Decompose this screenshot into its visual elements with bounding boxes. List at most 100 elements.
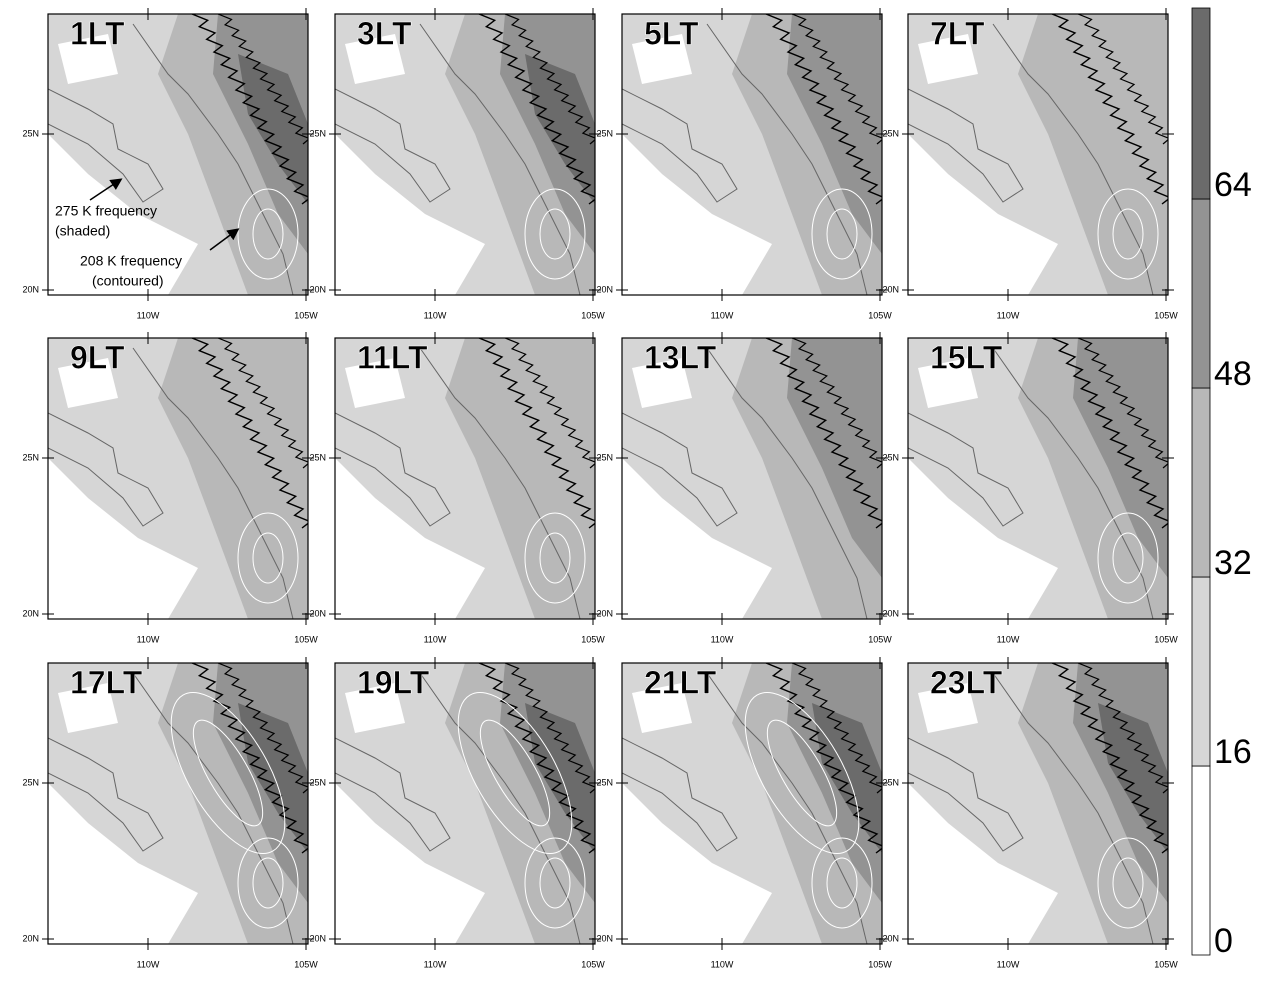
colorbar-bin bbox=[1191, 576, 1211, 767]
cold-contour bbox=[479, 719, 551, 827]
coastline bbox=[992, 347, 1154, 619]
shade-mid bbox=[158, 338, 308, 619]
coastline bbox=[622, 88, 738, 203]
panel-label: 17LT bbox=[70, 664, 143, 700]
lat-label: 20N bbox=[309, 284, 326, 294]
panel-frame bbox=[334, 13, 596, 296]
cold-contour bbox=[811, 188, 873, 280]
shade-low bbox=[632, 34, 692, 84]
cold-contour bbox=[826, 857, 858, 909]
shade-mid bbox=[445, 338, 595, 619]
map-field bbox=[622, 14, 882, 295]
lat-label: 25N bbox=[596, 452, 613, 462]
lat-label: 20N bbox=[309, 933, 326, 943]
shade-low bbox=[918, 34, 978, 84]
map-field bbox=[48, 663, 308, 944]
coastline bbox=[419, 347, 581, 619]
lon-label: 105W bbox=[581, 310, 605, 320]
shade-low bbox=[908, 458, 1058, 619]
lat-label: 20N bbox=[22, 933, 39, 943]
panel-frame bbox=[621, 337, 883, 620]
terrain-contour bbox=[217, 338, 308, 469]
lat-label: 25N bbox=[882, 128, 899, 138]
lon-label: 105W bbox=[294, 310, 318, 320]
lon-label: 110W bbox=[137, 310, 160, 320]
lon-label: 105W bbox=[868, 634, 892, 644]
lon-label: 105W bbox=[1154, 959, 1178, 969]
colorbar-bin bbox=[1191, 765, 1211, 956]
terrain-contour bbox=[1051, 14, 1168, 205]
colorbar-label: 0 bbox=[1214, 922, 1233, 960]
map-panel: 25N 20N 110W 105W 9LT bbox=[22, 332, 318, 644]
map-panel: 25N 20N 110W 105W 3LT bbox=[309, 8, 605, 320]
shade-top bbox=[525, 703, 595, 853]
map-field bbox=[908, 663, 1168, 944]
shade-top bbox=[812, 703, 882, 853]
annotation: 275 K frequency bbox=[55, 203, 157, 219]
shade-top bbox=[238, 54, 308, 204]
lat-label: 20N bbox=[882, 284, 899, 294]
cold-contour bbox=[1112, 857, 1144, 909]
lat-label: 20N bbox=[882, 608, 899, 618]
terrain-contour bbox=[1077, 338, 1168, 469]
cold-contour bbox=[457, 692, 573, 854]
coastline bbox=[992, 23, 1154, 295]
coastline bbox=[335, 412, 451, 527]
colorbar-label: 64 bbox=[1214, 166, 1252, 204]
terrain-contour bbox=[765, 663, 882, 854]
coastline bbox=[132, 23, 294, 295]
lat-label: 20N bbox=[22, 608, 39, 618]
lat-label: 25N bbox=[309, 128, 326, 138]
coastline bbox=[622, 737, 738, 852]
shade-low bbox=[48, 134, 198, 295]
lat-label: 25N bbox=[596, 777, 613, 787]
shade-high bbox=[787, 338, 882, 578]
terrain-contour bbox=[191, 663, 308, 854]
panel-label: 5LT bbox=[644, 15, 699, 51]
map-panel: 25N 20N 110W 105W 19LT bbox=[309, 657, 605, 969]
shade-low bbox=[345, 34, 405, 84]
cold-contour bbox=[524, 512, 586, 604]
lon-label: 110W bbox=[424, 310, 447, 320]
terrain-contour bbox=[504, 338, 595, 469]
map-panel: 25N 20N 110W 105W 1LT bbox=[22, 8, 318, 320]
shade-top bbox=[525, 54, 595, 204]
panel-label: 15LT bbox=[930, 339, 1003, 375]
map-panel: 25N 20N 110W 105W 11LT bbox=[309, 332, 605, 644]
map-panel: 25N 20N 110W 105W 23LT bbox=[882, 657, 1178, 969]
panel-frame bbox=[47, 13, 309, 296]
panel-frame bbox=[621, 662, 883, 945]
shade-mid bbox=[1018, 14, 1168, 295]
coastline bbox=[706, 347, 868, 619]
lon-label: 105W bbox=[581, 959, 605, 969]
terrain-contour bbox=[765, 14, 882, 205]
terrain-contour bbox=[1077, 14, 1168, 145]
lat-label: 25N bbox=[22, 452, 39, 462]
terrain-contour bbox=[504, 14, 595, 145]
shade-low bbox=[335, 134, 485, 295]
lon-label: 110W bbox=[424, 634, 447, 644]
cold-contour bbox=[524, 837, 586, 929]
panel-frame bbox=[907, 13, 1169, 296]
lon-label: 110W bbox=[997, 634, 1020, 644]
shade-low bbox=[632, 683, 692, 733]
panel-frame bbox=[621, 13, 883, 296]
coastline bbox=[908, 737, 1024, 852]
lat-label: 20N bbox=[596, 933, 613, 943]
map-field bbox=[335, 663, 595, 944]
lon-label: 105W bbox=[868, 959, 892, 969]
lon-label: 110W bbox=[424, 959, 447, 969]
cold-contour bbox=[237, 837, 299, 929]
lon-label: 110W bbox=[711, 634, 734, 644]
cold-contour bbox=[252, 208, 284, 260]
cold-contour bbox=[811, 837, 873, 929]
cold-contour bbox=[744, 692, 860, 854]
terrain-contour bbox=[217, 663, 308, 794]
lon-label: 105W bbox=[1154, 634, 1178, 644]
panel-label: 19LT bbox=[357, 664, 430, 700]
lon-label: 105W bbox=[868, 310, 892, 320]
colorbar-label: 32 bbox=[1214, 544, 1252, 582]
lon-label: 105W bbox=[1154, 310, 1178, 320]
map-field bbox=[335, 338, 595, 619]
